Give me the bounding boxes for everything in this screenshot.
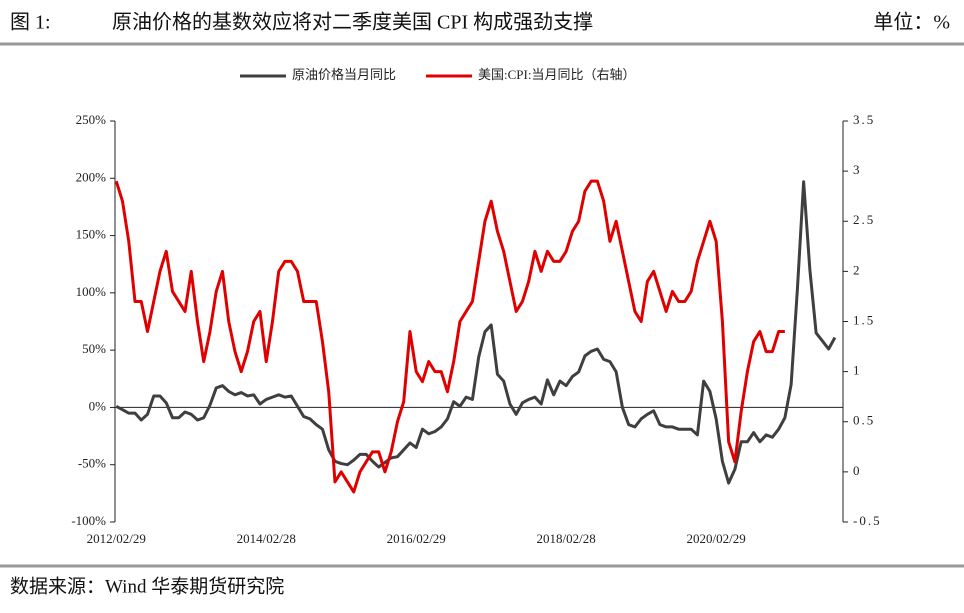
y-tick-label: 200% [76,169,107,184]
series-line [115,180,837,485]
chart-title: 原油价格的基数效应将对二季度美国 CPI 构成强劲支撑 [112,11,593,34]
y2-tick-label: 0 [853,463,862,478]
x-tick-label: 2020/02/29 [687,531,746,546]
x-tick-label: 2018/02/28 [537,531,596,546]
y2-tick-label: 0.5 [853,413,875,428]
x-tick-label: 2014/02/28 [237,531,296,546]
y2-tick-label: -0.5 [853,513,882,528]
y-tick-label: 100% [76,284,107,299]
y2-tick-label: 1.5 [853,312,875,327]
x-tick-label: 2012/02/29 [87,531,146,546]
y2-tick-label: 2 [853,262,862,277]
series-line [114,179,785,494]
y-tick-label: -100% [71,513,106,528]
y-tick-label: 50% [82,341,106,356]
y2-tick-label: 2.5 [853,212,875,227]
y-tick-label: 150% [76,227,107,242]
y-tick-label: 250% [76,112,107,127]
y2-tick-label: 3.5 [853,112,875,127]
y2-tick-label: 3 [853,162,862,177]
y2-tick-label: 1 [853,363,862,378]
y-tick-label: -50% [78,456,106,471]
source-note: 数据来源：Wind 华泰期货研究院 [10,575,284,597]
figure-label: 图 1: [10,12,51,34]
legend-label: 原油价格当月同比 [292,67,396,82]
x-tick-label: 2016/02/29 [387,531,446,546]
unit-note: 单位：% [873,11,950,34]
y-tick-label: 0% [89,398,107,413]
legend-label: 美国:CPI:当月同比（右轴） [478,67,635,82]
